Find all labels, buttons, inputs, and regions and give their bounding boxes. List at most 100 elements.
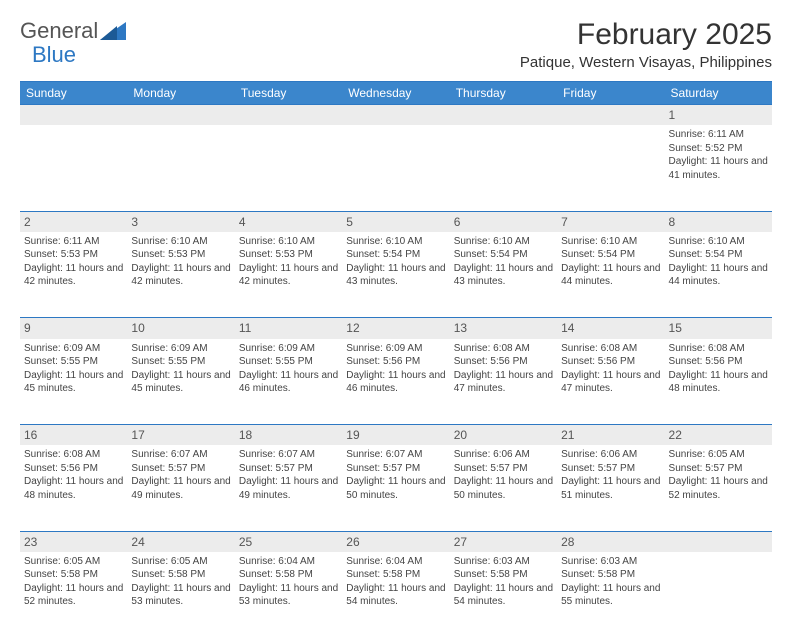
day-number: 19 [342, 425, 449, 446]
day-number: 22 [665, 425, 772, 446]
day-header: Saturday [665, 82, 772, 105]
header: General February 2025 Patique, Western V… [20, 18, 772, 71]
day-number: 3 [127, 211, 234, 232]
day-detail: Sunrise: 6:03 AM Sunset: 5:58 PM Dayligh… [561, 555, 660, 609]
day-cell: Sunrise: 6:07 AM Sunset: 5:57 PM Dayligh… [342, 445, 449, 531]
day-cell [20, 125, 127, 211]
day-detail: Sunrise: 6:10 AM Sunset: 5:54 PM Dayligh… [454, 235, 553, 289]
week-row: Sunrise: 6:09 AM Sunset: 5:55 PM Dayligh… [20, 339, 772, 425]
day-cell [235, 125, 342, 211]
day-cell: Sunrise: 6:06 AM Sunset: 5:57 PM Dayligh… [557, 445, 664, 531]
week-row: Sunrise: 6:11 AM Sunset: 5:52 PM Dayligh… [20, 125, 772, 211]
day-number [557, 105, 664, 126]
day-number: 24 [127, 531, 234, 552]
day-cell: Sunrise: 6:09 AM Sunset: 5:56 PM Dayligh… [342, 339, 449, 425]
day-number: 11 [235, 318, 342, 339]
day-number: 10 [127, 318, 234, 339]
day-detail: Sunrise: 6:05 AM Sunset: 5:58 PM Dayligh… [131, 555, 230, 609]
day-detail: Sunrise: 6:10 AM Sunset: 5:54 PM Dayligh… [346, 235, 445, 289]
day-header-row: Sunday Monday Tuesday Wednesday Thursday… [20, 82, 772, 105]
day-detail: Sunrise: 6:04 AM Sunset: 5:58 PM Dayligh… [239, 555, 338, 609]
day-detail: Sunrise: 6:06 AM Sunset: 5:57 PM Dayligh… [561, 448, 660, 502]
day-detail: Sunrise: 6:10 AM Sunset: 5:54 PM Dayligh… [669, 235, 768, 289]
day-number [665, 531, 772, 552]
day-number: 6 [450, 211, 557, 232]
day-detail: Sunrise: 6:08 AM Sunset: 5:56 PM Dayligh… [454, 342, 553, 396]
brand-part2: Blue [32, 42, 76, 68]
day-detail: Sunrise: 6:03 AM Sunset: 5:58 PM Dayligh… [454, 555, 553, 609]
day-number: 23 [20, 531, 127, 552]
daynum-row: 232425262728 [20, 531, 772, 552]
day-cell: Sunrise: 6:11 AM Sunset: 5:53 PM Dayligh… [20, 232, 127, 318]
day-detail: Sunrise: 6:10 AM Sunset: 5:54 PM Dayligh… [561, 235, 660, 289]
day-cell: Sunrise: 6:07 AM Sunset: 5:57 PM Dayligh… [235, 445, 342, 531]
day-detail: Sunrise: 6:09 AM Sunset: 5:55 PM Dayligh… [131, 342, 230, 396]
week-row: Sunrise: 6:05 AM Sunset: 5:58 PM Dayligh… [20, 552, 772, 638]
day-number: 5 [342, 211, 449, 232]
day-number: 26 [342, 531, 449, 552]
day-number: 12 [342, 318, 449, 339]
day-number: 8 [665, 211, 772, 232]
day-cell: Sunrise: 6:03 AM Sunset: 5:58 PM Dayligh… [557, 552, 664, 638]
day-number [235, 105, 342, 126]
day-detail: Sunrise: 6:07 AM Sunset: 5:57 PM Dayligh… [131, 448, 230, 502]
day-cell: Sunrise: 6:07 AM Sunset: 5:57 PM Dayligh… [127, 445, 234, 531]
day-cell: Sunrise: 6:08 AM Sunset: 5:56 PM Dayligh… [665, 339, 772, 425]
brand-logo: General [20, 18, 126, 44]
daynum-row: 9101112131415 [20, 318, 772, 339]
day-cell: Sunrise: 6:04 AM Sunset: 5:58 PM Dayligh… [235, 552, 342, 638]
day-cell: Sunrise: 6:09 AM Sunset: 5:55 PM Dayligh… [20, 339, 127, 425]
day-cell: Sunrise: 6:03 AM Sunset: 5:58 PM Dayligh… [450, 552, 557, 638]
day-number: 17 [127, 425, 234, 446]
day-cell: Sunrise: 6:09 AM Sunset: 5:55 PM Dayligh… [235, 339, 342, 425]
title-block: February 2025 Patique, Western Visayas, … [520, 18, 772, 71]
day-number [450, 105, 557, 126]
day-cell [342, 125, 449, 211]
day-number: 9 [20, 318, 127, 339]
day-detail: Sunrise: 6:10 AM Sunset: 5:53 PM Dayligh… [131, 235, 230, 289]
day-detail: Sunrise: 6:07 AM Sunset: 5:57 PM Dayligh… [346, 448, 445, 502]
day-cell: Sunrise: 6:10 AM Sunset: 5:53 PM Dayligh… [235, 232, 342, 318]
day-header: Tuesday [235, 82, 342, 105]
day-cell: Sunrise: 6:09 AM Sunset: 5:55 PM Dayligh… [127, 339, 234, 425]
day-cell: Sunrise: 6:08 AM Sunset: 5:56 PM Dayligh… [557, 339, 664, 425]
day-header: Sunday [20, 82, 127, 105]
day-detail: Sunrise: 6:09 AM Sunset: 5:56 PM Dayligh… [346, 342, 445, 396]
day-cell: Sunrise: 6:10 AM Sunset: 5:53 PM Dayligh… [127, 232, 234, 318]
day-header: Monday [127, 82, 234, 105]
day-cell: Sunrise: 6:10 AM Sunset: 5:54 PM Dayligh… [450, 232, 557, 318]
day-header: Friday [557, 82, 664, 105]
day-detail: Sunrise: 6:10 AM Sunset: 5:53 PM Dayligh… [239, 235, 338, 289]
day-number: 28 [557, 531, 664, 552]
day-number: 20 [450, 425, 557, 446]
location-text: Patique, Western Visayas, Philippines [520, 54, 772, 71]
day-number: 16 [20, 425, 127, 446]
day-detail: Sunrise: 6:05 AM Sunset: 5:58 PM Dayligh… [24, 555, 123, 609]
day-cell [450, 125, 557, 211]
day-number: 13 [450, 318, 557, 339]
day-number [127, 105, 234, 126]
day-cell [127, 125, 234, 211]
day-detail: Sunrise: 6:09 AM Sunset: 5:55 PM Dayligh… [24, 342, 123, 396]
day-number [342, 105, 449, 126]
day-detail: Sunrise: 6:05 AM Sunset: 5:57 PM Dayligh… [669, 448, 768, 502]
day-detail: Sunrise: 6:08 AM Sunset: 5:56 PM Dayligh… [669, 342, 768, 396]
week-row: Sunrise: 6:08 AM Sunset: 5:56 PM Dayligh… [20, 445, 772, 531]
day-number [20, 105, 127, 126]
day-detail: Sunrise: 6:11 AM Sunset: 5:52 PM Dayligh… [669, 128, 768, 182]
day-cell: Sunrise: 6:06 AM Sunset: 5:57 PM Dayligh… [450, 445, 557, 531]
day-detail: Sunrise: 6:04 AM Sunset: 5:58 PM Dayligh… [346, 555, 445, 609]
day-detail: Sunrise: 6:08 AM Sunset: 5:56 PM Dayligh… [24, 448, 123, 502]
month-title: February 2025 [520, 18, 772, 52]
day-cell: Sunrise: 6:05 AM Sunset: 5:58 PM Dayligh… [127, 552, 234, 638]
day-detail: Sunrise: 6:07 AM Sunset: 5:57 PM Dayligh… [239, 448, 338, 502]
day-cell [665, 552, 772, 638]
day-cell: Sunrise: 6:05 AM Sunset: 5:58 PM Dayligh… [20, 552, 127, 638]
day-cell: Sunrise: 6:05 AM Sunset: 5:57 PM Dayligh… [665, 445, 772, 531]
daynum-row: 2345678 [20, 211, 772, 232]
day-number: 1 [665, 105, 772, 126]
day-number: 27 [450, 531, 557, 552]
day-cell: Sunrise: 6:08 AM Sunset: 5:56 PM Dayligh… [20, 445, 127, 531]
day-cell: Sunrise: 6:10 AM Sunset: 5:54 PM Dayligh… [557, 232, 664, 318]
day-number: 7 [557, 211, 664, 232]
